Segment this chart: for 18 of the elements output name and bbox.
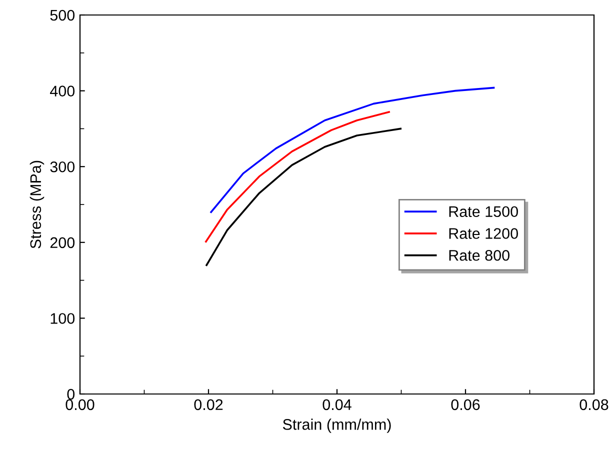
y-axis-title: Stress (MPa): [30, 160, 44, 248]
y-tick-label: 300: [50, 161, 75, 172]
y-tick-label: 0: [67, 388, 75, 400]
legend-label: Rate 1200: [449, 228, 518, 239]
legend-label: Rate 800: [449, 250, 510, 261]
x-tick-label: 0.08: [580, 399, 608, 410]
x-tick-label: 0.04: [322, 399, 352, 410]
y-tick-label: 200: [50, 237, 75, 248]
y-tick-label: 500: [50, 10, 75, 21]
line-series: [206, 128, 402, 266]
x-tick-label: 0.02: [194, 399, 223, 410]
x-tick-label: 0.06: [451, 399, 480, 410]
legend-label: Rate 1500: [449, 206, 518, 218]
line-series: [205, 111, 390, 243]
x-tick-label: 0.00: [66, 399, 94, 410]
y-tick-label: 400: [50, 86, 75, 96]
x-axis-title: Strain (mm/mm): [282, 418, 391, 433]
y-tick-label: 100: [50, 313, 75, 324]
